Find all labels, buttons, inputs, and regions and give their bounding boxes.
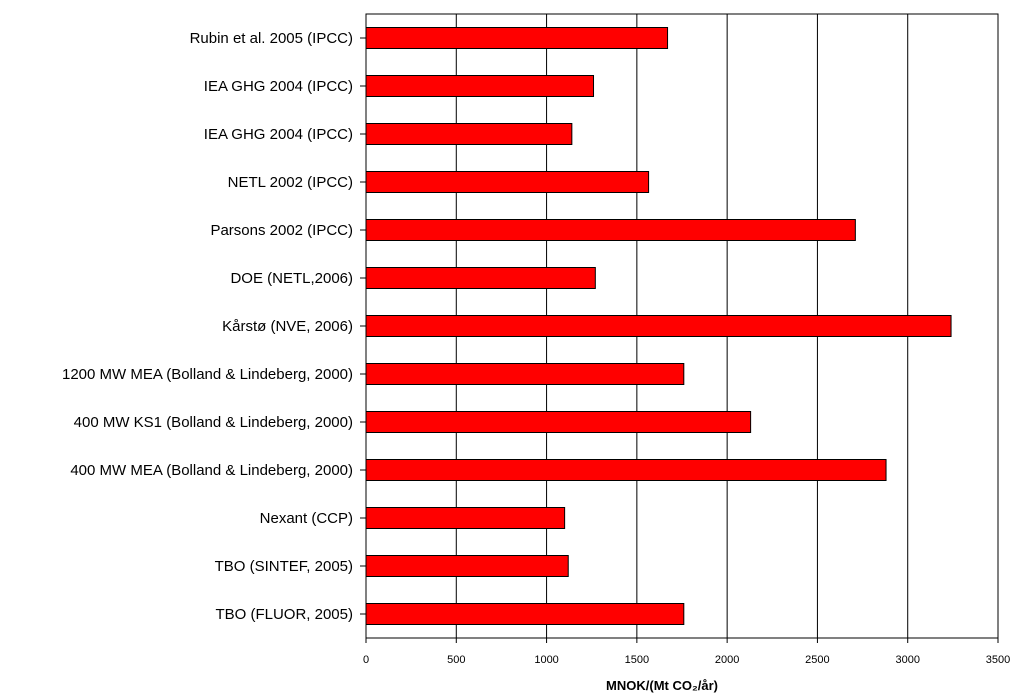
bar <box>365 363 685 385</box>
bar <box>365 459 887 481</box>
category-label: 400 MW KS1 (Bolland & Lindeberg, 2000) <box>74 414 353 431</box>
bar <box>365 555 569 577</box>
bar <box>365 603 685 625</box>
category-label: NETL 2002 (IPCC) <box>228 174 353 191</box>
bar <box>365 219 856 241</box>
plot-area-frame <box>365 13 999 639</box>
x-tick-label: 3500 <box>986 654 1010 666</box>
x-tick-label: 1500 <box>625 654 649 666</box>
bars <box>365 27 952 625</box>
category-label: Kårstø (NVE, 2006) <box>222 318 353 335</box>
x-tick-labels: 0 500 1000 1500 2000 2500 3000 3500 <box>363 638 1010 666</box>
category-label: TBO (SINTEF, 2005) <box>215 558 353 575</box>
bar <box>365 123 573 145</box>
bar <box>365 75 595 97</box>
category-labels: Rubin et al. 2005 (IPCC) IEA GHG 2004 (IP… <box>62 30 366 623</box>
x-tick-label: 1000 <box>534 654 558 666</box>
x-tick-label: 3000 <box>895 654 919 666</box>
bar <box>365 507 566 529</box>
category-label: Parsons 2002 (IPCC) <box>210 222 353 239</box>
category-label: 400 MW MEA (Bolland & Lindeberg, 2000) <box>70 462 353 479</box>
bar <box>365 267 596 289</box>
bar <box>365 315 952 337</box>
category-label: Rubin et al. 2005 (IPCC) <box>190 30 353 47</box>
category-label: IEA GHG 2004 (IPCC) <box>204 78 353 95</box>
x-tick-label: 2500 <box>805 654 829 666</box>
x-tick-label: 0 <box>363 654 369 666</box>
category-label: DOE (NETL,2006) <box>230 270 353 287</box>
x-axis-title: MNOK/(Mt CO₂/år) <box>606 678 718 693</box>
bar <box>365 411 752 433</box>
category-label: Nexant (CCP) <box>260 510 353 527</box>
bar <box>365 27 669 49</box>
category-label: 1200 MW MEA (Bolland & Lindeberg, 2000) <box>62 366 353 383</box>
category-label: TBO (FLUOR, 2005) <box>215 606 353 623</box>
category-label: IEA GHG 2004 (IPCC) <box>204 126 353 143</box>
x-tick-label: 500 <box>447 654 465 666</box>
x-tick-label: 2000 <box>715 654 739 666</box>
bar <box>365 171 650 193</box>
